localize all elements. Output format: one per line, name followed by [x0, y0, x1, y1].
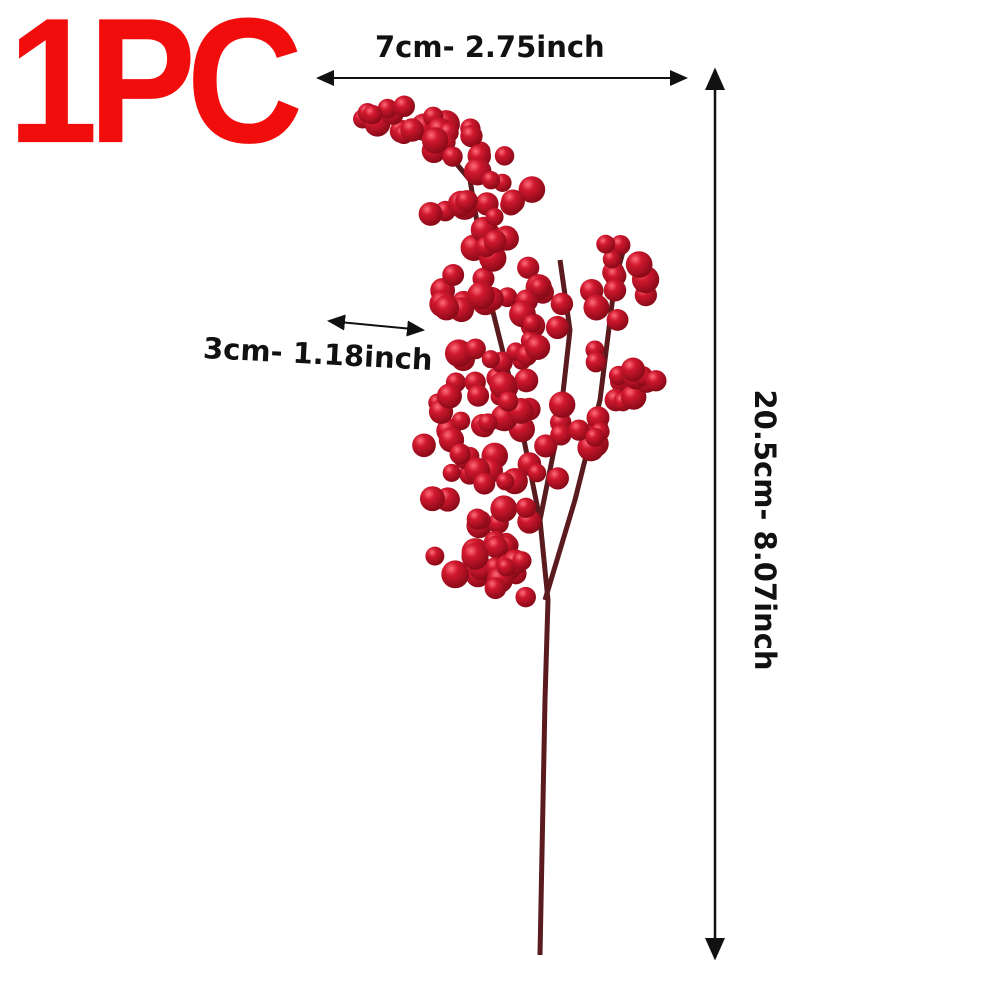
- berry: [620, 357, 646, 382]
- berry: [524, 334, 551, 360]
- berry: [466, 508, 488, 530]
- berry: [455, 190, 477, 212]
- berry: [467, 281, 495, 310]
- berry: [442, 264, 465, 286]
- berry: [442, 463, 461, 482]
- berry: [546, 467, 569, 490]
- berry: [483, 229, 507, 253]
- stem: [418, 118, 628, 956]
- berry: [515, 497, 537, 518]
- berry: [527, 463, 547, 483]
- berry: [400, 118, 424, 142]
- berry: [442, 146, 463, 167]
- berry: [596, 234, 616, 254]
- berry: [602, 250, 622, 269]
- berry: [467, 384, 490, 407]
- berry: [436, 383, 462, 409]
- berry: [485, 207, 504, 226]
- berry: [473, 472, 496, 495]
- berry: [518, 176, 546, 203]
- berry: [496, 558, 516, 577]
- berry: [484, 535, 509, 559]
- depth-arrow: [327, 314, 425, 337]
- berry: [512, 551, 532, 571]
- berry: [419, 486, 445, 512]
- berry: [481, 171, 501, 190]
- berry: [645, 370, 667, 392]
- berry: [515, 586, 536, 608]
- berry: [583, 294, 610, 321]
- berry: [433, 295, 460, 321]
- berry: [393, 95, 415, 118]
- berry: [496, 472, 515, 491]
- berry: [585, 427, 605, 447]
- berry: [425, 546, 445, 566]
- berry: [585, 351, 607, 373]
- berry: [465, 338, 486, 360]
- berry: [490, 495, 518, 523]
- berry: [545, 315, 570, 340]
- berry: [478, 413, 498, 433]
- berry: [568, 419, 590, 441]
- berry: [451, 411, 471, 431]
- berry: [481, 350, 500, 369]
- berry: [377, 98, 398, 119]
- berry: [418, 202, 443, 226]
- berry: [484, 577, 507, 600]
- berry: [362, 104, 383, 125]
- berry: [494, 146, 515, 166]
- berry: [517, 256, 540, 279]
- berry: [522, 314, 542, 333]
- berry: [498, 391, 519, 412]
- berry: [550, 424, 572, 446]
- berry: [441, 560, 470, 589]
- berry: [610, 235, 631, 256]
- berry: [550, 292, 574, 316]
- berry: [501, 189, 525, 214]
- berry: [625, 251, 653, 278]
- quantity-badge: 1PC: [8, 0, 303, 181]
- berry: [514, 368, 539, 393]
- berry: [534, 434, 558, 458]
- berry: [606, 309, 629, 331]
- berry: [460, 124, 483, 148]
- berry: [529, 277, 550, 298]
- berry: [548, 391, 576, 418]
- width-label: 7cm- 2.75inch: [375, 30, 605, 64]
- berry-cluster: [353, 95, 667, 608]
- berry: [461, 542, 489, 570]
- height-label: 20.5cm- 8.07inch: [748, 389, 782, 671]
- berry: [412, 433, 436, 458]
- berry: [449, 443, 471, 465]
- berry: [421, 127, 449, 154]
- berry: [603, 279, 627, 302]
